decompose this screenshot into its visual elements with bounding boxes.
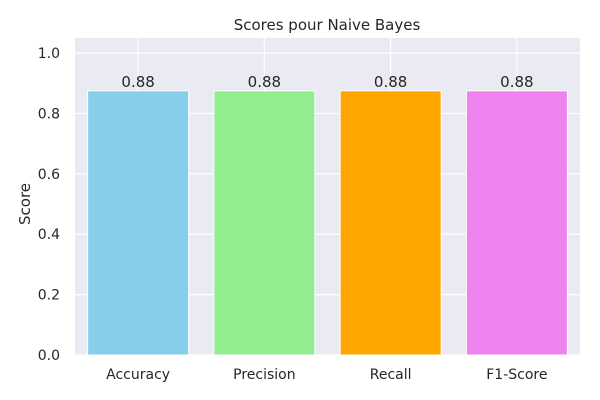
data-label-0: 0.88 — [121, 73, 154, 91]
bar-f1-score — [465, 90, 568, 356]
y-tick-label-1: 0.2 — [38, 288, 60, 304]
x-tick-label-1: Precision — [233, 367, 295, 383]
y-tick-label-3: 0.6 — [38, 167, 60, 183]
bar-accuracy — [87, 90, 190, 356]
y-tick-label-2: 0.4 — [38, 227, 60, 243]
y-axis-ticks: 0.0 0.2 0.4 0.6 0.8 1.0 — [38, 46, 60, 364]
x-tick-label-3: F1-Score — [486, 367, 547, 383]
y-axis-label: Score — [16, 183, 34, 225]
data-label-1: 0.88 — [248, 73, 281, 91]
data-label-2: 0.88 — [374, 73, 407, 91]
y-tick-label-0: 0.0 — [38, 348, 60, 364]
x-axis-ticks: Accuracy Precision Recall F1-Score — [106, 367, 547, 383]
bars — [87, 90, 568, 356]
data-label-3: 0.88 — [500, 73, 533, 91]
y-tick-label-4: 0.8 — [38, 106, 60, 122]
x-tick-label-0: Accuracy — [106, 367, 170, 383]
bar-recall — [339, 90, 442, 356]
chart-title: Scores pour Naive Bayes — [234, 16, 421, 34]
bar-precision — [213, 90, 316, 356]
y-tick-label-5: 1.0 — [38, 46, 60, 62]
data-labels: 0.88 0.88 0.88 0.88 — [121, 73, 533, 91]
x-tick-label-2: Recall — [370, 367, 412, 383]
